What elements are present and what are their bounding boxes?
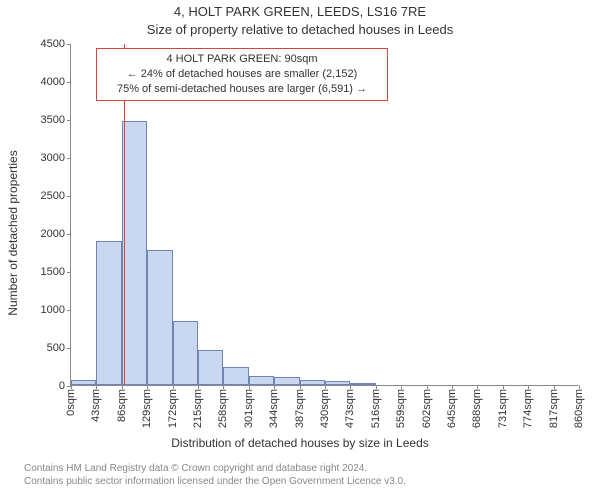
footer-attribution: Contains HM Land Registry data © Crown c… [0,462,600,488]
histogram-bar [249,376,274,385]
x-tick-label: 43sqm [90,385,102,422]
footer-line: Contains public sector information licen… [24,475,600,488]
y-axis-label: Number of detached properties [6,68,20,233]
y-tick-label: 3500 [41,114,71,126]
histogram-bar [173,321,198,385]
chart-container: 4, HOLT PARK GREEN, LEEDS, LS16 7RE Size… [0,0,600,500]
y-tick-label: 500 [47,342,71,354]
x-tick-label: 731sqm [497,385,509,428]
x-tick-label: 860sqm [573,385,585,428]
x-tick-label: 688sqm [471,385,483,428]
x-tick-label: 430sqm [319,385,331,428]
histogram-bar [71,380,96,385]
y-tick-label: 3000 [41,152,71,164]
histogram-bar [350,383,375,385]
x-tick-label: 215sqm [192,385,204,428]
x-tick-label: 516sqm [370,385,382,428]
footer-line: Contains HM Land Registry data © Crown c… [24,462,600,475]
histogram-bar [96,241,121,385]
y-tick-label: 4500 [41,38,71,50]
x-tick-label: 129sqm [141,385,153,428]
x-tick-label: 0sqm [65,385,77,416]
annotation-box: 4 HOLT PARK GREEN: 90sqm ← 24% of detach… [96,48,388,101]
y-tick-label: 4000 [41,76,71,88]
annotation-line: 75% of semi-detached houses are larger (… [103,82,381,97]
x-tick-label: 344sqm [268,385,280,428]
histogram-bar [300,380,325,385]
y-tick-label: 1000 [41,304,71,316]
x-tick-label: 258sqm [217,385,229,428]
histogram-bar [147,250,172,385]
x-tick-label: 602sqm [421,385,433,428]
x-tick-label: 817sqm [548,385,560,428]
histogram-bar [223,367,248,385]
y-tick-label: 2000 [41,228,71,240]
x-tick-label: 172sqm [167,385,179,428]
histogram-bar [274,377,299,385]
chart-title-line2: Size of property relative to detached ho… [0,22,600,37]
y-tick-label: 2500 [41,190,71,202]
chart-title-line1: 4, HOLT PARK GREEN, LEEDS, LS16 7RE [0,4,600,19]
histogram-bar [122,121,147,385]
histogram-bar [325,381,350,385]
annotation-line: ← 24% of detached houses are smaller (2,… [103,67,381,82]
x-tick-label: 301sqm [243,385,255,428]
x-axis-label: Distribution of detached houses by size … [0,436,600,450]
annotation-line: 4 HOLT PARK GREEN: 90sqm [103,52,381,67]
x-tick-label: 86sqm [116,385,128,422]
x-tick-label: 387sqm [294,385,306,428]
x-tick-label: 473sqm [344,385,356,428]
x-tick-label: 645sqm [446,385,458,428]
y-tick-label: 1500 [41,266,71,278]
histogram-bar [198,350,223,385]
x-tick-label: 559sqm [395,385,407,428]
x-tick-label: 774sqm [522,385,534,428]
